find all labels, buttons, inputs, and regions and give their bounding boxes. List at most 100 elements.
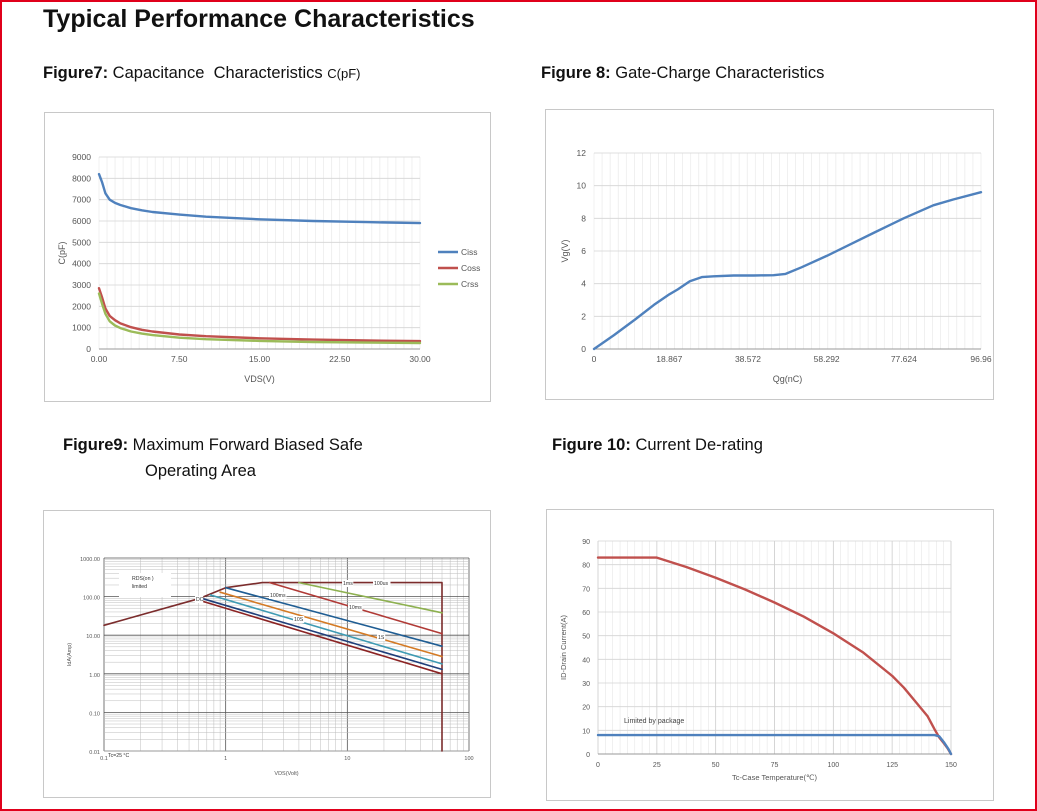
annotation-label: RDS(on ) <box>132 576 154 582</box>
gate-charge-chart: 0 18.867 38.572 58.292 77.624 96.96 0 2 4 6 8 10 12 Q… <box>560 148 992 384</box>
annotation-label: 10S <box>294 617 304 623</box>
y-tick-label: 9000 <box>72 152 91 162</box>
y-tick-label: 0 <box>86 344 91 354</box>
annotation-bg <box>131 575 158 582</box>
capacitance-chart: 0.00 7.50 15.00 22.50 30.00 0 1000 2000 3000 4000… <box>57 152 480 384</box>
y-axis-label: ID-Drain Current(A) <box>559 614 568 680</box>
x-tick-label: 125 <box>886 762 898 769</box>
figure9-title: Maximum Forward Biased Safe <box>128 436 363 454</box>
series-line-0 <box>592 190 983 351</box>
x-axis-label: Qg(nC) <box>773 374 803 384</box>
series-line-10s <box>202 597 443 671</box>
figure9-caption: Figure9: Maximum Forward Biased Safe <box>63 436 363 455</box>
figure7-number: Figure7: <box>43 64 109 82</box>
annotation-label: 100us <box>374 581 389 587</box>
series-line-100ms <box>219 591 443 658</box>
x-tick-label: 1 <box>224 756 227 762</box>
legend-label: Ciss <box>461 247 478 257</box>
x-tick-label: 50 <box>712 762 720 769</box>
y-tick-label: 0.10 <box>89 711 100 717</box>
x-tick-label: 58.292 <box>814 354 840 364</box>
annotation-bg <box>107 752 134 759</box>
y-tick-label: 60 <box>582 610 590 617</box>
series-line-crss <box>97 292 422 345</box>
legend-label: Coss <box>461 263 480 273</box>
annotation-bg <box>269 592 287 599</box>
annotation-label: DC <box>196 597 204 603</box>
y-tick-label: 90 <box>582 539 590 546</box>
figure8-number: Figure 8: <box>541 64 611 82</box>
y-tick-label: 7000 <box>72 195 91 205</box>
figure9-number: Figure9: <box>63 436 129 454</box>
annotation-bg <box>373 580 391 587</box>
annotation-label: Tc=25 °C <box>108 753 130 759</box>
figure10-title: Current De-rating <box>630 436 763 454</box>
y-tick-label: 0.01 <box>89 750 100 756</box>
figure7-unit: C(pF) <box>327 66 361 81</box>
annotation-label: 1ms <box>343 581 353 587</box>
x-tick-label: 0.1 <box>100 756 108 762</box>
figure10-caption: Figure 10: Current De-rating <box>552 436 763 455</box>
x-tick-label: 38.572 <box>735 354 761 364</box>
x-axis-label: VDS(V) <box>244 374 275 384</box>
annotation-bg <box>131 583 155 590</box>
x-tick-label: 15.00 <box>249 354 271 364</box>
y-tick-label: 10 <box>582 728 590 735</box>
y-tick-label: 70 <box>582 586 590 593</box>
y-tick-label: 6 <box>581 246 586 256</box>
x-tick-label: 77.624 <box>891 354 917 364</box>
x-tick-label: 100 <box>464 756 473 762</box>
figure10-panel: 0 25 50 75 100 125 150 0 10 20 30 40 50 60 70 80 90 Tc-Ca… <box>546 509 994 801</box>
series-line-ciss <box>97 172 422 225</box>
figure8-title: Gate-Charge Characteristics <box>610 64 825 82</box>
y-tick-label: 40 <box>582 657 590 664</box>
y-tick-label: 10.00 <box>86 634 100 640</box>
safe-operating-area-chart: 0.1 1 10 100 0.01 0.10 1.00 10.00 100.00 1000.00 V… <box>67 557 474 777</box>
annotation-label: 1S <box>378 635 385 641</box>
y-tick-label: 1.00 <box>89 673 100 679</box>
current-derating-chart: 0 25 50 75 100 125 150 0 10 20 30 40 50 60 70 80 90 Tc-Ca… <box>559 539 957 782</box>
x-tick-label: 22.50 <box>329 354 351 364</box>
series-line-coss <box>97 286 422 343</box>
x-tick-label: 0.00 <box>91 354 108 364</box>
y-tick-label: 30 <box>582 681 590 688</box>
figure8-caption: Figure 8: Gate-Charge Characteristics <box>541 64 824 83</box>
annotation-label: 10ms <box>349 605 362 611</box>
x-axis-label: VDS(Volt) <box>274 771 298 777</box>
figure10-number: Figure 10: <box>552 436 631 454</box>
y-tick-label: 4 <box>581 279 586 289</box>
page-title: Typical Performance Characteristics <box>43 5 475 33</box>
y-tick-label: 80 <box>582 563 590 570</box>
annotation-bg <box>195 596 204 603</box>
series-line-limited-by-package <box>596 733 953 756</box>
y-tick-label: 3000 <box>72 280 91 290</box>
y-tick-label: 5000 <box>72 237 91 247</box>
figure9-panel: 0.1 1 10 100 0.01 0.10 1.00 10.00 100.00 1000.00 V… <box>43 510 491 798</box>
figure7-title: Capacitance Characteristics <box>108 64 328 82</box>
figure9-caption-line2: Operating Area <box>145 462 256 480</box>
y-tick-label: 2 <box>581 311 586 321</box>
annotation-bg <box>342 580 354 587</box>
x-tick-label: 18.867 <box>656 354 682 364</box>
annotation-bg <box>293 616 305 623</box>
x-tick-label: 75 <box>771 762 779 769</box>
y-tick-label: 0 <box>581 344 586 354</box>
y-tick-label: 1000.00 <box>80 557 100 563</box>
y-tick-label: 50 <box>582 634 590 641</box>
y-tick-label: 4000 <box>72 259 91 269</box>
series-line-dc <box>202 600 443 675</box>
annotation-label: limited <box>132 584 147 590</box>
x-tick-label: 100 <box>827 762 839 769</box>
y-tick-label: 10 <box>577 181 587 191</box>
y-tick-label: 20 <box>582 705 590 712</box>
y-tick-label: 100.00 <box>83 596 100 602</box>
series-line-1s <box>209 594 443 665</box>
y-tick-label: 0 <box>586 752 590 759</box>
annotation-bg <box>377 634 386 641</box>
legend-label: Crss <box>461 279 478 289</box>
y-axis-label: Vg(V) <box>560 239 570 262</box>
figure7-caption: Figure7: Capacitance Characteristics C(p… <box>43 64 361 83</box>
series-line-10ms <box>224 586 443 647</box>
series-line-100us <box>298 581 443 614</box>
